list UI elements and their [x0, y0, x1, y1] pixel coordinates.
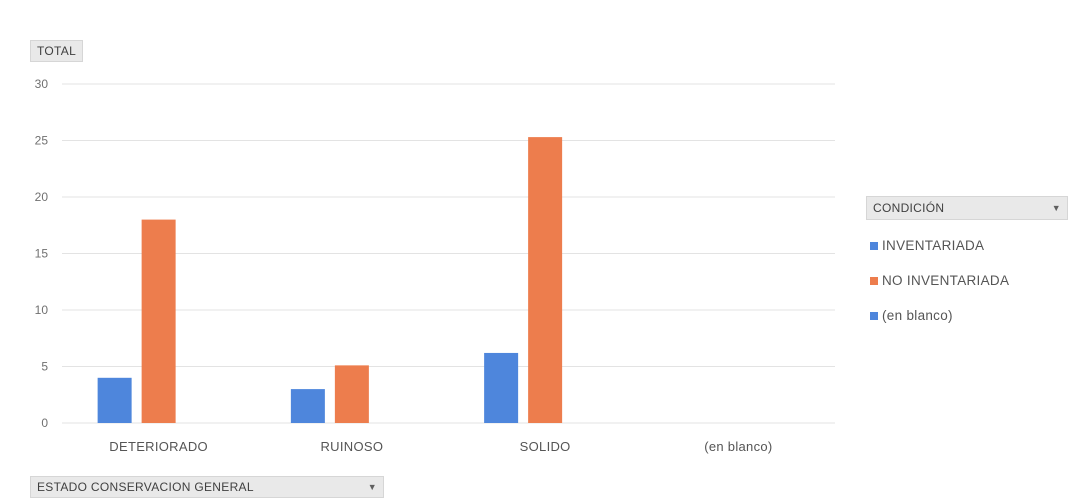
y-tick-label: 10 [35, 303, 49, 317]
value-field-label: TOTAL [37, 44, 77, 58]
value-field-button[interactable]: TOTAL [30, 40, 84, 62]
axis-field-label: ESTADO CONSERVACION GENERAL [37, 480, 254, 494]
bar[interactable] [528, 137, 563, 424]
legend: INVENTARIADA NO INVENTARIADA (en blanco) [870, 228, 1009, 333]
bar[interactable] [141, 219, 176, 423]
legend-swatch [870, 241, 878, 250]
bar[interactable] [334, 365, 369, 423]
bar[interactable] [290, 389, 325, 423]
y-tick-label: 0 [41, 416, 48, 430]
category-label: DETERIORADO [109, 439, 208, 454]
axis-field-button[interactable]: ESTADO CONSERVACION GENERAL ▼ [30, 476, 384, 498]
legend-item[interactable]: NO INVENTARIADA [870, 263, 1009, 298]
chevron-down-icon[interactable]: ▼ [1051, 203, 1061, 213]
y-tick-label: 25 [35, 134, 49, 148]
legend-label: NO INVENTARIADA [882, 273, 1010, 288]
legend-label: INVENTARIADA [882, 238, 985, 253]
category-label: RUINOSO [320, 439, 383, 454]
y-tick-label: 5 [41, 360, 48, 374]
y-tick-label: 20 [35, 190, 49, 204]
legend-label: (en blanco) [882, 308, 953, 323]
legend-field-button[interactable]: CONDICIÓN ▼ [866, 196, 1068, 220]
bar[interactable] [484, 352, 519, 423]
bar[interactable] [97, 377, 132, 423]
legend-swatch [870, 276, 878, 285]
legend-item[interactable]: (en blanco) [870, 298, 1009, 333]
y-tick-label: 15 [35, 247, 49, 261]
legend-swatch [870, 311, 878, 320]
category-label: SOLIDO [520, 439, 571, 454]
legend-field-label: CONDICIÓN [873, 201, 945, 215]
y-tick-label: 30 [35, 77, 49, 91]
category-label: (en blanco) [704, 439, 772, 454]
chevron-down-icon[interactable]: ▼ [367, 482, 377, 492]
legend-item[interactable]: INVENTARIADA [870, 228, 1009, 263]
